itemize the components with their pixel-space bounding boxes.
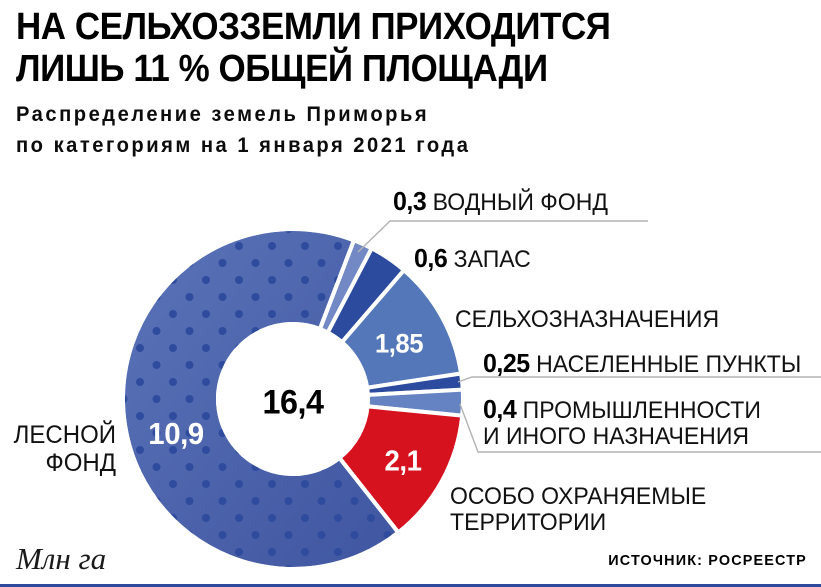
subtitle-line-1: Распределение земель Приморья <box>16 103 430 126</box>
leader-line-settlements <box>457 376 821 383</box>
label-forest-fund-text-2: ФОНД <box>45 449 117 477</box>
chart-subtitle: Распределение земель Приморья по категор… <box>16 99 470 161</box>
label-reserve-text: ЗАПАС <box>453 246 531 273</box>
label-industrial-line-1: 0,4 ПРОМЫШЛЕННОСТИ <box>483 396 761 424</box>
label-agricultural: СЕЛЬХОЗНАЗНАЧЕНИЯ <box>455 307 719 333</box>
label-protected-areas: ОСОБО ОХРАНЯЕМЫЕ ТЕРРИТОРИИ <box>450 484 706 536</box>
label-protected-areas-text-1: ОСОБО ОХРАНЯЕМЫЕ <box>450 483 707 510</box>
label-industrial-text-1: ПРОМЫШЛЕННОСТИ <box>522 397 761 424</box>
label-water-fund: 0,3 ВОДНЫЙ ФОНД <box>393 188 608 216</box>
page-title: НА СЕЛЬХОЗЗЕМЛИ ПРИХОДИТСЯ ЛИШЬ 11 % ОБЩ… <box>16 6 611 90</box>
label-reserve-value: 0,6 <box>414 243 448 273</box>
label-protected-areas-text-2: ТЕРРИТОРИИ <box>450 509 607 536</box>
label-forest-fund-text-1: ЛЕСНОЙ <box>13 421 116 449</box>
label-forest-fund: ЛЕСНОЙ ФОНД <box>5 421 116 477</box>
value-forest-fund: 10,9 <box>148 416 204 451</box>
units-label: Млн га <box>16 541 107 576</box>
source-label: ИСТОЧНИК: РОСРЕЕСТР <box>608 552 807 569</box>
label-industrial-value: 0,4 <box>483 394 517 424</box>
label-water-fund-text: ВОДНЫЙ ФОНД <box>432 189 608 216</box>
leader-line-industrial <box>459 403 821 453</box>
subtitle-line-2: по категориям на 1 января 2021 года <box>16 134 471 157</box>
label-settlements-value: 0,25 <box>483 348 530 378</box>
title-line-2: ЛИШЬ 11 % ОБЩЕЙ ПЛОЩАДИ <box>16 48 548 90</box>
value-protected-areas: 2,1 <box>384 445 422 478</box>
chart-total: 16,4 <box>262 383 324 422</box>
label-settlements-text: НАСЕЛЕННЫЕ ПУНКТЫ <box>536 351 802 378</box>
bottom-rule <box>0 584 821 587</box>
label-industrial: 0,4 ПРОМЫШЛЕННОСТИ И ИНОГО НАЗНАЧЕНИЯ <box>483 396 761 450</box>
slice-forest-fund-dots <box>121 227 402 571</box>
leader-line-water-fund <box>357 220 648 253</box>
value-agricultural: 1,85 <box>374 328 424 359</box>
label-agricultural-text: СЕЛЬХОЗНАЗНАЧЕНИЯ <box>455 306 720 333</box>
title-line-1: НА СЕЛЬХОЗЗЕМЛИ ПРИХОДИТСЯ <box>16 6 611 48</box>
label-reserve: 0,6 ЗАПАС <box>414 245 531 273</box>
label-settlements: 0,25 НАСЕЛЕННЫЕ ПУНКТЫ <box>483 350 801 378</box>
label-water-fund-value: 0,3 <box>393 186 427 216</box>
label-industrial-text-2: И ИНОГО НАЗНАЧЕНИЯ <box>483 423 750 450</box>
